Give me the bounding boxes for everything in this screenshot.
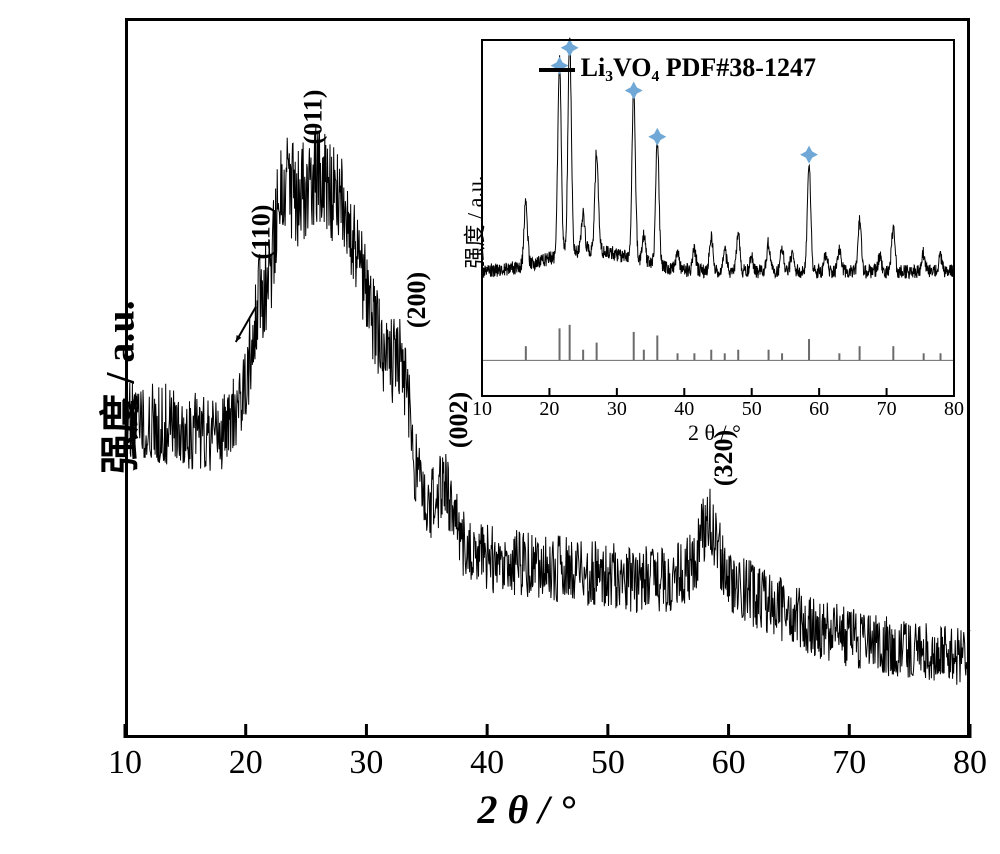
inset-legend-text: Li₃VO₄ PDF#38-1247 — [581, 53, 816, 82]
peak-label: (110) — [246, 205, 276, 260]
inset-x-tick: 50 — [737, 398, 767, 421]
xrd-figure: 强度 / a.u. 2 θ / ° 强度 / a.u. 2 θ / ° Li₃V… — [0, 0, 1000, 854]
peak-label: (320) — [710, 430, 740, 486]
inset-x-tick: 60 — [804, 398, 834, 421]
inset-x-tick: 30 — [602, 398, 632, 421]
main-x-tick: 60 — [704, 744, 754, 782]
main-x-tick: 40 — [462, 744, 512, 782]
main-x-tick: 50 — [583, 744, 633, 782]
inset-x-tick: 80 — [939, 398, 969, 421]
inset-x-tick: 70 — [872, 398, 902, 421]
peak-label: (011) — [298, 89, 328, 144]
inset-y-axis-label: 强度 / a.u. — [457, 176, 489, 269]
inset-x-tick: 40 — [669, 398, 699, 421]
main-x-tick: 80 — [945, 744, 995, 782]
main-x-tick: 30 — [341, 744, 391, 782]
inset-x-tick: 10 — [467, 398, 497, 421]
main-x-tick: 20 — [221, 744, 271, 782]
main-x-tick: 70 — [824, 744, 874, 782]
inset-xrd-trace — [0, 0, 1000, 854]
main-x-tick: 10 — [100, 744, 150, 782]
inset-legend: Li₃VO₄ PDF#38-1247 — [539, 53, 816, 83]
peak-label: (200) — [402, 271, 432, 327]
inset-x-tick: 20 — [534, 398, 564, 421]
legend-line-icon — [539, 68, 575, 72]
